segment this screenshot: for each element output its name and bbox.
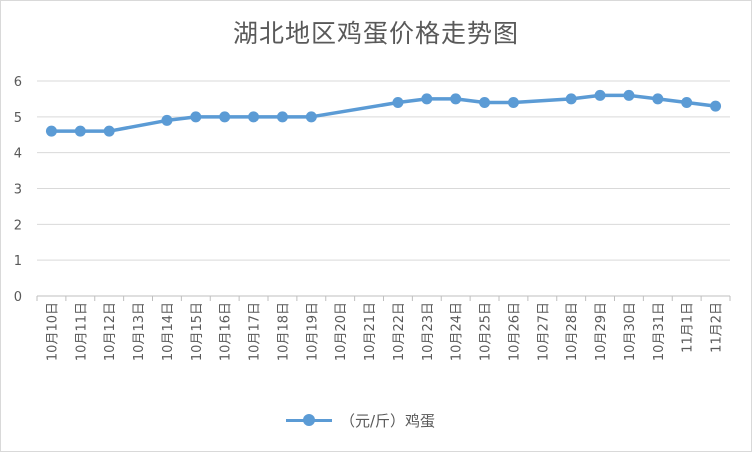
data-point (276, 111, 288, 123)
x-tick-label: 11月2日 (710, 302, 725, 353)
x-tick-label: 10月16日 (219, 302, 234, 361)
x-tick-label: 10月17日 (248, 302, 263, 361)
y-tick-label: 5 (14, 111, 22, 126)
x-tick-label: 10月23日 (421, 302, 436, 361)
y-tick-label: 2 (14, 218, 22, 233)
x-tick-label: 10月24日 (450, 302, 465, 361)
data-point (421, 93, 433, 105)
data-point (565, 93, 577, 105)
data-point (479, 97, 491, 108)
x-tick-label: 10月22日 (392, 302, 407, 361)
y-tick-label: 6 (14, 75, 22, 90)
legend-label: （元/斤）鸡蛋 (340, 412, 436, 430)
data-point (74, 125, 86, 137)
x-axis-ticks: 10月10日 10月11日 10月12日 10月13日 10月14日 10月15日 10月1… (45, 302, 724, 361)
x-tick-label: 10月29日 (594, 302, 609, 361)
x-tick-label: 10月25日 (479, 302, 494, 361)
data-point (161, 114, 173, 126)
y-tick-label: 0 (14, 290, 22, 305)
x-tick-label: 10月28日 (565, 302, 580, 361)
x-tick-label: 10月27日 (536, 302, 551, 361)
x-tick-label: 10月21日 (363, 302, 378, 361)
data-point (392, 97, 404, 108)
x-tick-label: 10月19日 (305, 302, 320, 361)
y-tick-label: 4 (14, 147, 22, 162)
x-tick-label: 10月31日 (652, 302, 667, 361)
x-tick-label: 10月13日 (132, 302, 147, 361)
x-tick-label: 10月30日 (623, 302, 638, 361)
y-axis-ticks: 0 1 2 3 4 5 6 (14, 75, 22, 305)
data-point (305, 111, 317, 123)
gridlines (37, 80, 730, 261)
data-point (45, 125, 57, 137)
x-tick-label: 10月11日 (74, 302, 89, 361)
data-point (219, 111, 231, 123)
data-point (248, 111, 260, 123)
data-point (710, 100, 722, 112)
legend-dot-marker (303, 414, 315, 426)
data-point (103, 125, 115, 137)
data-point (594, 89, 606, 101)
x-tick-label: 10月14日 (161, 302, 176, 361)
x-axis (36, 295, 731, 301)
series-layer (45, 89, 722, 137)
data-point (450, 93, 462, 105)
x-tick-label: 10月12日 (103, 302, 118, 361)
y-tick-label: 3 (14, 183, 22, 198)
data-point (507, 97, 519, 108)
x-tick-label: 10月26日 (507, 302, 522, 361)
x-tick-label: 11月1日 (681, 302, 696, 353)
data-point (652, 93, 664, 105)
x-tick-label: 10月18日 (276, 302, 291, 361)
data-point (190, 111, 202, 123)
x-tick-label: 10月20日 (334, 302, 349, 361)
x-tick-label: 10月10日 (45, 302, 60, 361)
data-point (623, 89, 635, 101)
x-tick-label: 10月15日 (190, 302, 205, 361)
y-tick-label: 1 (14, 254, 22, 269)
series-line (51, 93, 716, 133)
chart-title: 湖北地区鸡蛋价格走势图 (232, 19, 519, 48)
legend: （元/斤）鸡蛋 (0, 408, 752, 432)
data-point (681, 97, 693, 108)
